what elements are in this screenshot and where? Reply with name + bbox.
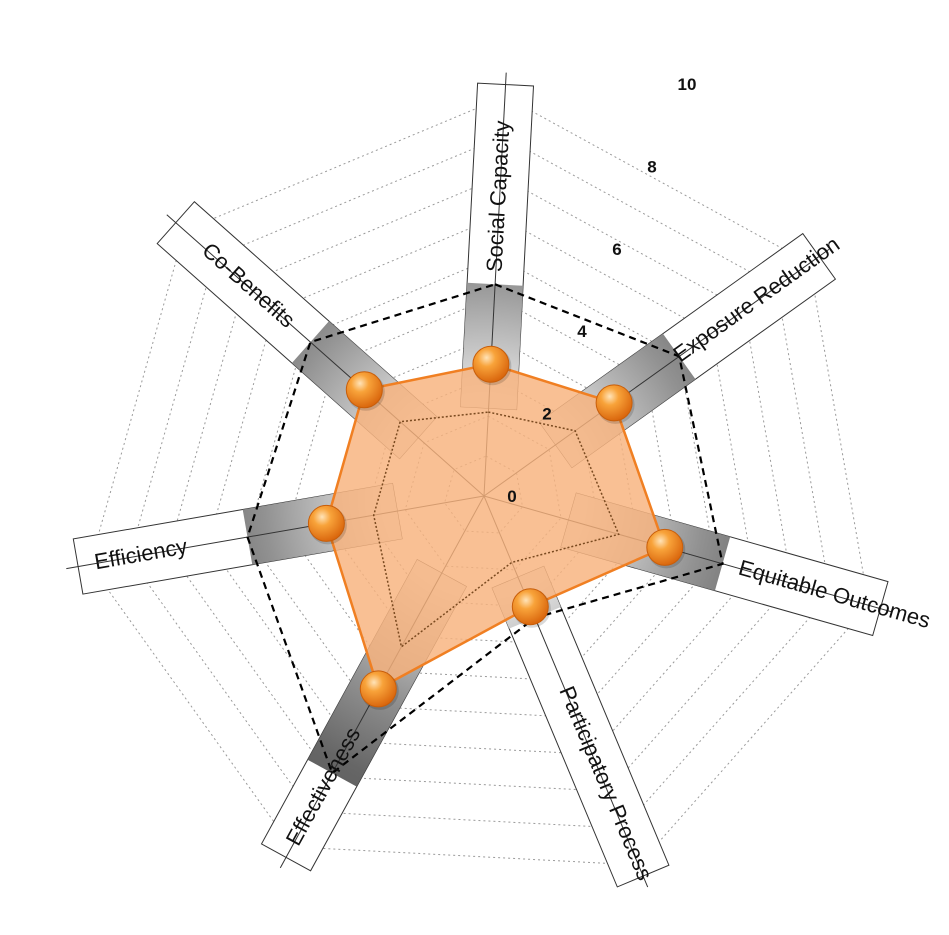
tick-label: 4 [577,322,587,341]
grid-ring [207,215,754,755]
data-point [307,504,345,542]
series-filled-area [325,362,667,691]
data-point [646,528,684,566]
series-dashed-outline [246,283,724,775]
data-point [595,384,633,422]
data-point [472,345,510,383]
tick-label: 8 [647,157,656,176]
data-series [246,283,724,775]
tick-label: 0 [507,487,516,506]
tick-label: 10 [678,75,697,94]
grid-ring [168,175,793,792]
tick-label: 6 [612,240,621,259]
grid-ring [89,95,870,866]
tick-label: 2 [542,405,551,424]
series-inner-dotted [372,411,620,649]
axis-label: Exposure Reduction [668,231,844,367]
data-point [359,670,397,708]
data-point [345,371,383,409]
data-point [511,588,549,626]
